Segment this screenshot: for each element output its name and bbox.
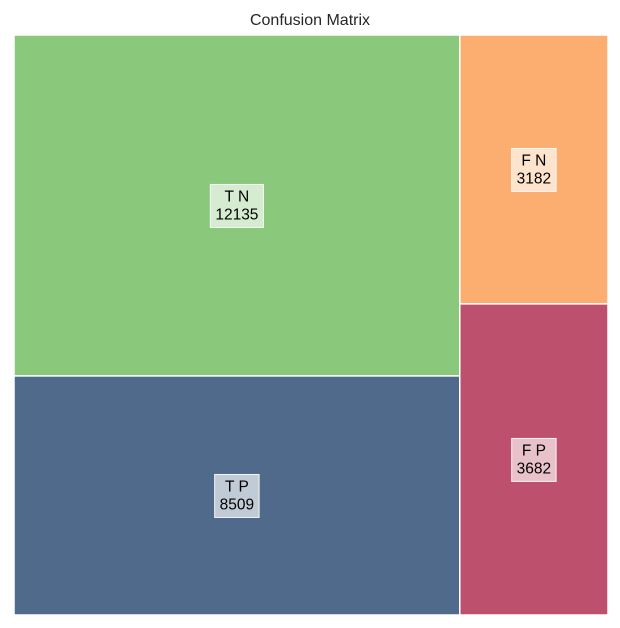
- cell-value-tn: 12135: [215, 206, 258, 223]
- cell-label-box-tn: [209, 183, 264, 228]
- cell-label-box-fn: [511, 147, 557, 192]
- cell-label-tp: T P: [225, 478, 249, 495]
- cell-label-box-fp: [511, 437, 557, 482]
- cell-label-fn: F N: [521, 152, 546, 169]
- cell-value-tp: 8509: [220, 496, 254, 513]
- cell-label-box-tp: [214, 473, 260, 518]
- cell-value-fn: 3182: [517, 170, 551, 187]
- cell-value-fp: 3682: [517, 460, 551, 477]
- cell-label-fp: F P: [522, 442, 546, 459]
- chart-title: Confusion Matrix: [250, 12, 370, 29]
- cell-label-tn: T N: [225, 188, 250, 205]
